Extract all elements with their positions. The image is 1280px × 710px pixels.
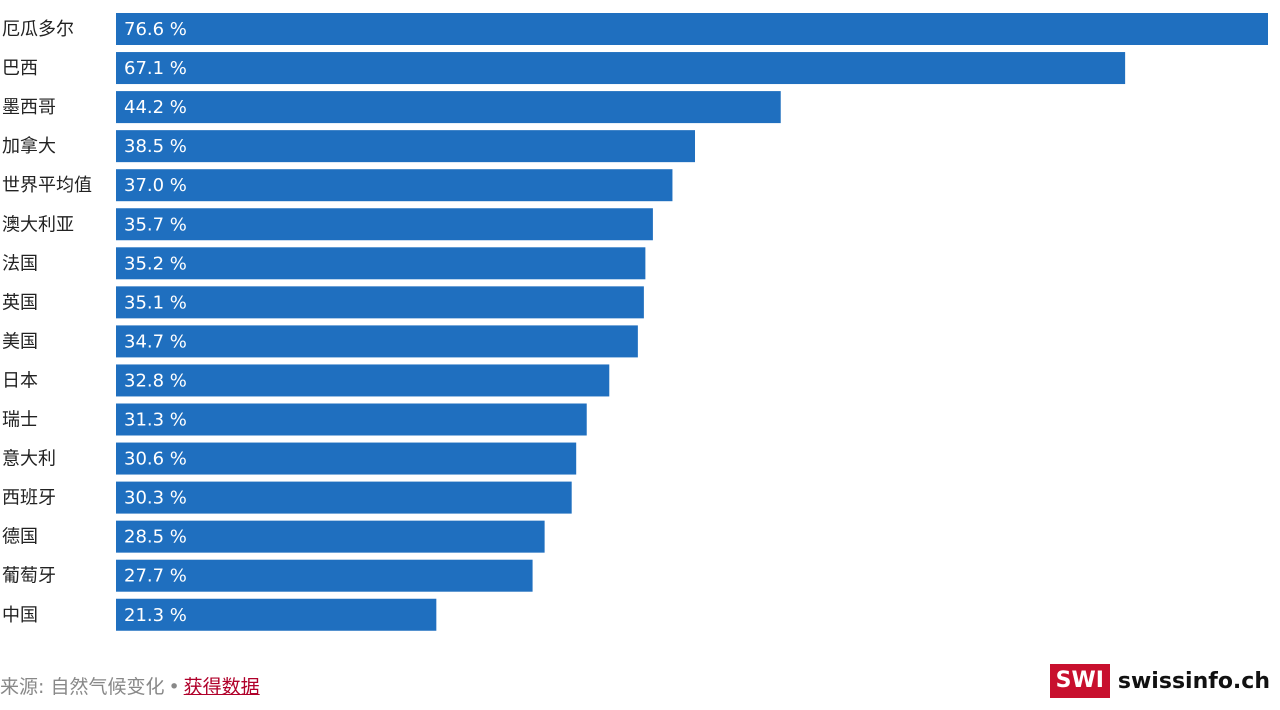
bar[interactable] — [116, 481, 572, 514]
category-label: 巴西 — [2, 58, 38, 79]
brand-logo[interactable]: SWI swissinfo.ch — [1049, 664, 1270, 698]
bar-value-label: 30.6 % — [124, 449, 187, 470]
bar-value-label: 76.6 % — [124, 19, 187, 40]
bar-value-label: 37.0 % — [124, 175, 187, 196]
bar-value-label: 21.3 % — [124, 605, 187, 626]
category-label: 加拿大 — [2, 135, 56, 157]
bar[interactable] — [116, 286, 644, 319]
category-label: 葡萄牙 — [2, 566, 56, 587]
source-separator: • — [168, 676, 180, 698]
bar-value-label: 38.5 % — [124, 136, 187, 157]
bar-value-label: 27.7 % — [124, 566, 187, 587]
bar-value-label: 35.7 % — [124, 214, 187, 235]
bar-value-label: 32.8 % — [124, 370, 187, 391]
bar-value-label: 35.2 % — [124, 253, 187, 274]
bar[interactable] — [116, 598, 437, 631]
source-text: 来源: 自然气候变化 — [0, 676, 165, 698]
bar-value-label: 44.2 % — [124, 97, 187, 118]
brand-badge: SWI — [1049, 664, 1110, 698]
get-data-link[interactable]: 获得数据 — [183, 676, 260, 698]
bar[interactable] — [116, 325, 638, 358]
category-label: 法国 — [2, 253, 38, 274]
category-label: 德国 — [2, 527, 38, 548]
bar[interactable] — [116, 520, 545, 553]
category-label: 意大利 — [2, 449, 56, 470]
bar-value-label: 67.1 % — [124, 58, 187, 79]
category-label: 澳大利亚 — [2, 214, 74, 235]
bar-value-label: 35.1 % — [124, 292, 187, 313]
brand-name: swissinfo.ch — [1117, 668, 1270, 694]
bar-value-label: 31.3 % — [124, 410, 187, 431]
category-label: 墨西哥 — [2, 97, 56, 118]
source-line: 来源: 自然气候变化 • 获得数据 — [0, 672, 260, 699]
category-label: 西班牙 — [2, 488, 56, 509]
bar-value-label: 30.3 % — [124, 488, 187, 509]
bar[interactable] — [116, 52, 1126, 85]
bar-chart: 厄瓜多尔 76.6 % 巴西 67.1 % 墨西哥 44.2 % 加拿大 38.5 % 世界平均… — [2, 13, 1268, 631]
bar[interactable] — [116, 169, 673, 202]
bar-value-label: 34.7 % — [124, 331, 187, 352]
bar[interactable] — [116, 13, 1268, 45]
category-label: 日本 — [2, 370, 38, 391]
bar[interactable] — [116, 442, 577, 475]
bar[interactable] — [116, 208, 653, 241]
bar-value-label: 28.5 % — [124, 527, 187, 548]
bar[interactable] — [116, 247, 646, 280]
bar[interactable] — [116, 559, 533, 592]
bar[interactable] — [116, 364, 610, 397]
bar[interactable] — [116, 403, 587, 436]
category-label: 中国 — [2, 605, 38, 626]
bar[interactable] — [116, 130, 696, 163]
category-label: 世界平均值 — [2, 175, 92, 196]
category-label: 英国 — [2, 292, 38, 313]
category-label: 瑞士 — [2, 410, 38, 431]
category-label: 美国 — [2, 331, 38, 352]
bar[interactable] — [116, 91, 781, 124]
category-label: 厄瓜多尔 — [2, 19, 74, 40]
